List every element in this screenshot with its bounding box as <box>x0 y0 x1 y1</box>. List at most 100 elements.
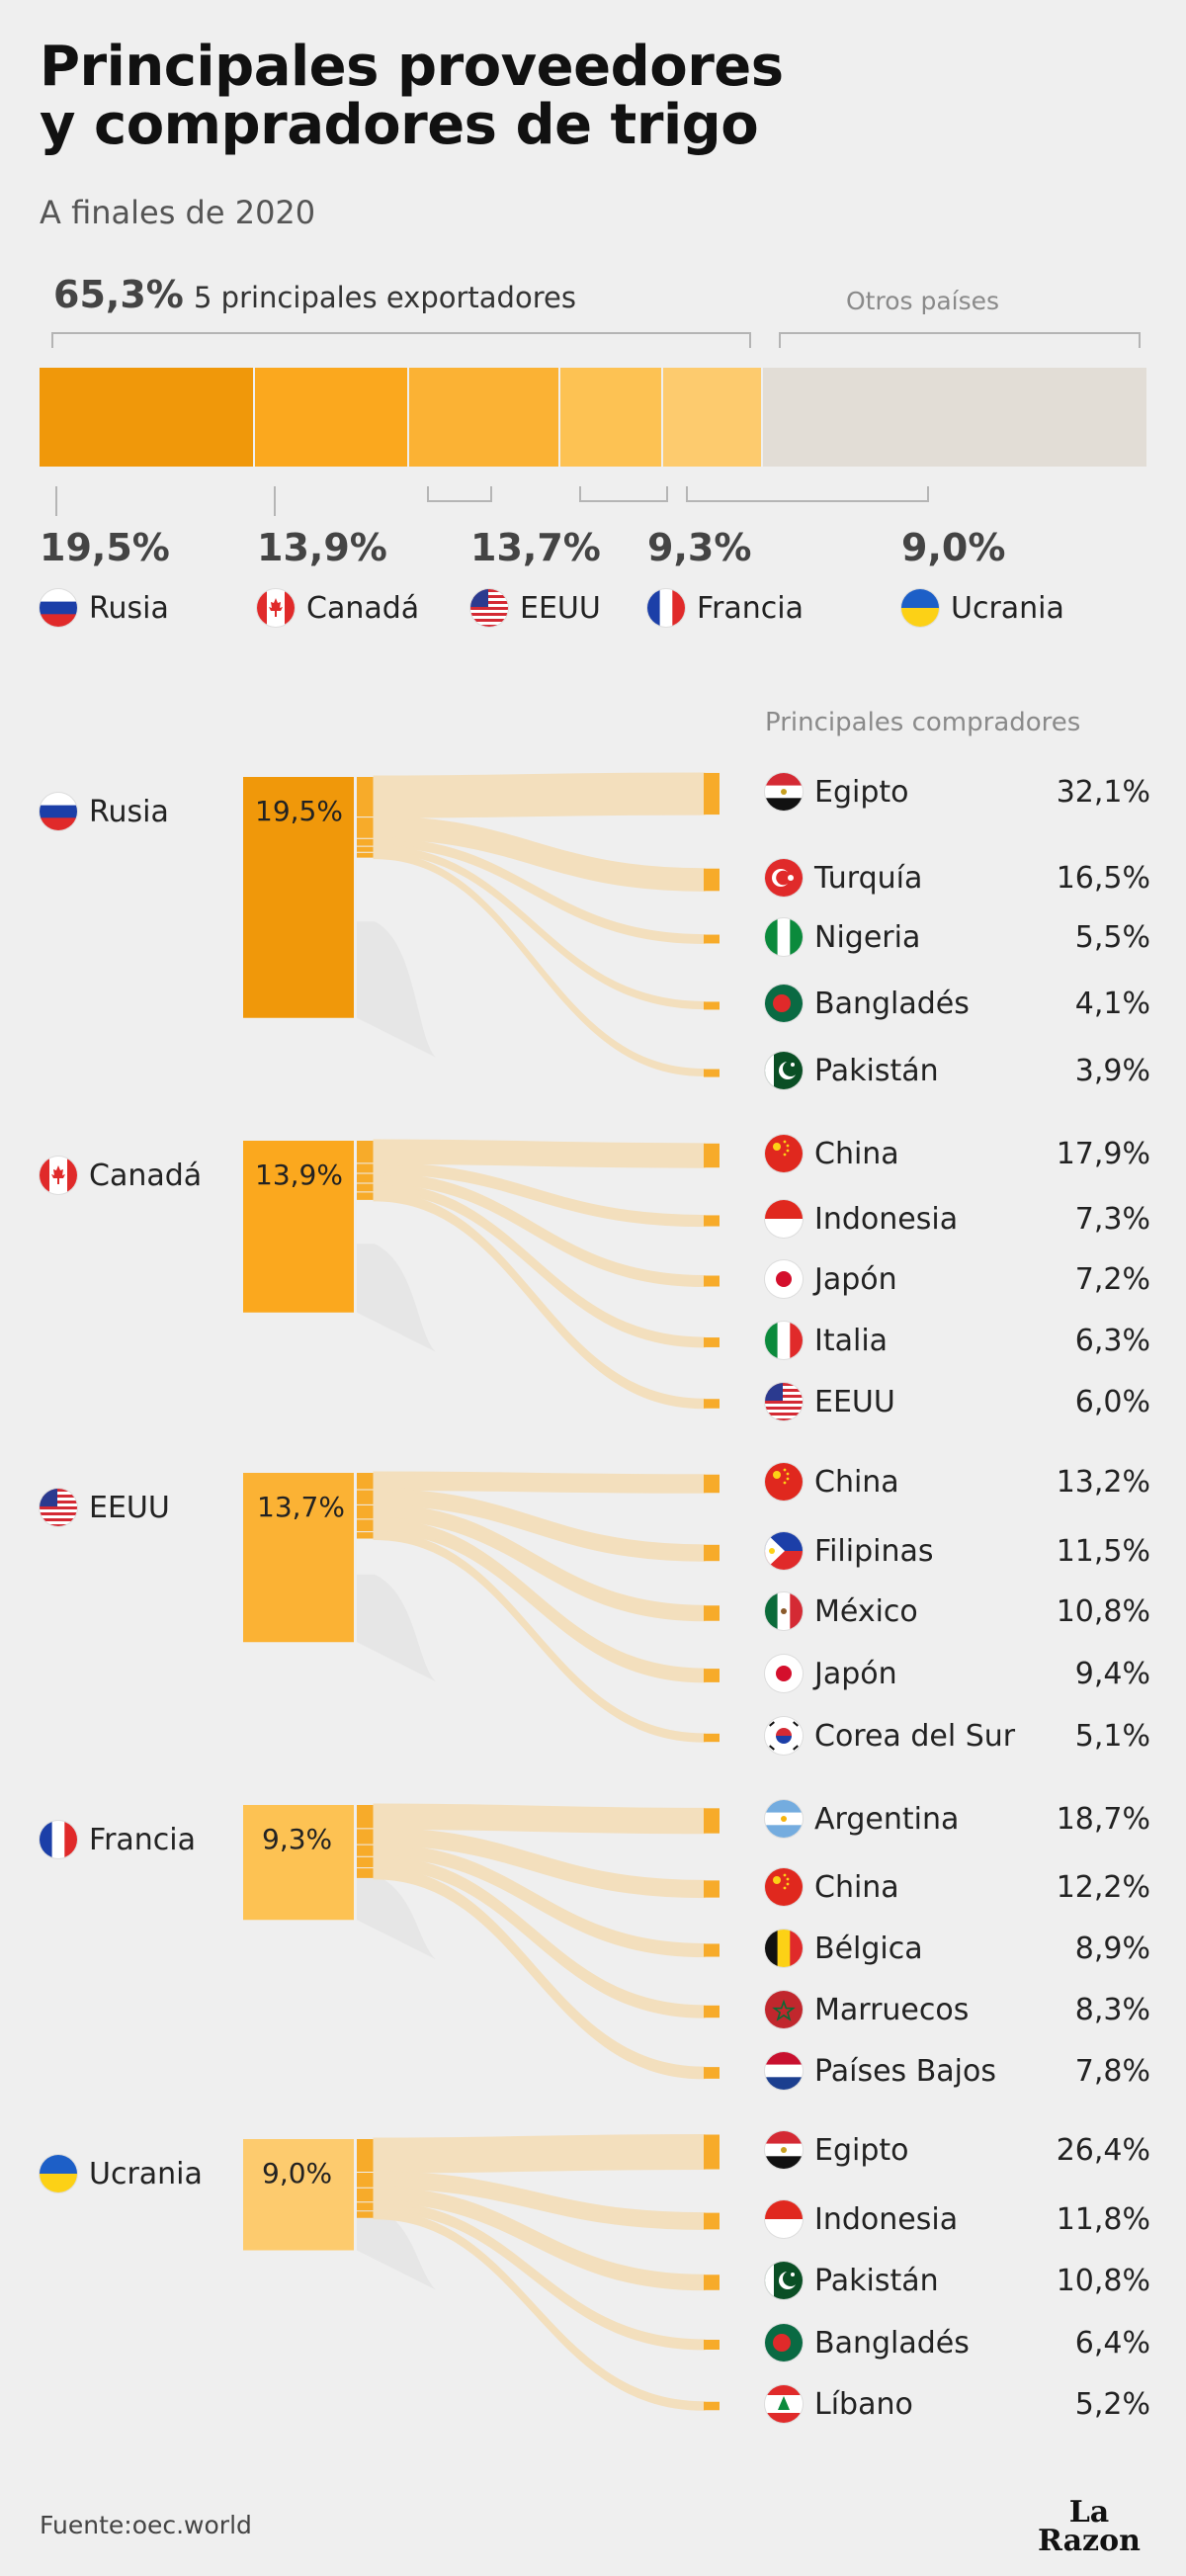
strip-segment <box>357 838 375 846</box>
chart-subtitle: A finales de 2020 <box>40 194 316 231</box>
stack-segment-others <box>762 368 1146 467</box>
buyer-name: Argentina <box>814 1801 960 1837</box>
buyer-end-marker <box>704 1669 720 1682</box>
strip-segment <box>357 1856 375 1868</box>
strip-segment <box>357 846 375 852</box>
buyer-row: EEUU 6,0% <box>765 1383 1150 1420</box>
buyer-end-marker <box>704 934 720 944</box>
buyer-value: 17,9% <box>1056 1136 1150 1171</box>
buyer-name: México <box>814 1593 918 1629</box>
exporter-share-canada: 13,9% <box>257 526 387 569</box>
strip-segment <box>357 1490 375 1504</box>
exporter-name: EEUU <box>520 590 601 626</box>
morocco-flag-icon <box>765 1991 803 2028</box>
strip-segment <box>357 2188 375 2202</box>
buyer-row: Líbano 5,2% <box>765 2385 1150 2423</box>
buyer-row: Egipto 26,4% <box>765 2131 1150 2169</box>
flow-band <box>373 2133 706 2174</box>
usa-flag-icon <box>765 1383 803 1420</box>
buyer-name: Países Bajos <box>814 2053 996 2089</box>
egypt-flag-icon <box>765 773 803 811</box>
buyer-name: Egipto <box>814 774 909 810</box>
buyer-value: 5,5% <box>1074 919 1150 955</box>
section-exporter-name: Rusia <box>89 794 169 829</box>
exporter-legend-eeuu: EEUU <box>470 589 601 627</box>
buyer-name: Bangladés <box>814 2325 970 2361</box>
flow-band <box>373 772 706 818</box>
buyer-row: Nigeria 5,5% <box>765 918 1150 956</box>
buyer-value: 12,2% <box>1056 1869 1150 1905</box>
brand-logo: La Razon <box>1038 2498 1141 2555</box>
leader-eeuu <box>427 486 492 502</box>
buyer-name: Bélgica <box>814 1931 923 1966</box>
strip-segment <box>357 2139 375 2172</box>
flow-band <box>373 1139 706 1168</box>
exporter-share-rusia: 19,5% <box>40 526 170 569</box>
buyer-end-marker <box>704 1215 720 1227</box>
south-korea-flag-icon <box>765 1717 803 1755</box>
buyer-value: 16,5% <box>1056 860 1150 896</box>
china-flag-icon <box>765 1463 803 1501</box>
exporter-name: Ucrania <box>951 590 1064 626</box>
exporter-share-eeuu: 13,7% <box>470 526 601 569</box>
ukraine-flag-icon <box>901 589 939 627</box>
top-five-bracket <box>51 332 751 348</box>
section-exporter-eeuu: EEUU <box>40 1489 170 1526</box>
exporter-box-label: 19,5% <box>255 795 343 827</box>
buyer-value: 10,8% <box>1056 1593 1150 1629</box>
strip-segment <box>357 1868 375 1878</box>
strip-segment <box>357 1805 375 1829</box>
buyer-value: 3,9% <box>1074 1053 1150 1088</box>
strip-segment <box>357 1504 375 1519</box>
buyer-end-marker <box>704 2067 720 2079</box>
section-exporter-name: EEUU <box>89 1490 170 1525</box>
buyer-name: Bangladés <box>814 986 970 1021</box>
stack-segment-eeuu <box>408 368 558 467</box>
buyer-name: Japón <box>814 1261 897 1297</box>
exporter-share-francia: 9,3% <box>647 526 752 569</box>
buyer-end-marker <box>704 2401 720 2411</box>
buyers-header: Principales compradores <box>765 708 1081 737</box>
turkey-flag-icon <box>765 859 803 897</box>
strip-segment <box>357 2211 375 2218</box>
buyer-row: China 17,9% <box>765 1135 1150 1172</box>
buyer-name: Nigeria <box>814 919 921 955</box>
strip-segment <box>357 1163 375 1173</box>
buyer-value: 11,5% <box>1056 1533 1150 1569</box>
top-five-share-label: 5 principales exportadores <box>194 281 576 314</box>
strip-segment <box>357 1141 375 1163</box>
buyer-row: Bangladés 4,1% <box>765 985 1150 1022</box>
strip-segment <box>357 1519 375 1532</box>
section-exporter-ucrania: Ucrania <box>40 2155 203 2192</box>
exporter-name: Rusia <box>89 590 169 626</box>
japan-flag-icon <box>765 1655 803 1692</box>
strip-segment <box>357 852 375 858</box>
leader-rusia <box>55 486 57 516</box>
buyer-value: 5,1% <box>1074 1718 1150 1754</box>
buyer-row: Japón 9,4% <box>765 1655 1150 1692</box>
exporter-box-label: 9,0% <box>262 2157 333 2190</box>
stack-segment-canada <box>255 368 407 467</box>
buyer-name: Corea del Sur <box>814 1718 1016 1754</box>
section-exporter-name: Canadá <box>89 1158 203 1193</box>
flow-band <box>373 1803 706 1835</box>
buyer-value: 8,3% <box>1074 1992 1150 2027</box>
buyer-value: 18,7% <box>1056 1801 1150 1837</box>
leader-ucrania <box>686 486 929 502</box>
buyer-end-marker <box>704 1943 720 1957</box>
buyer-end-marker <box>704 1808 720 1834</box>
top-five-share-value: 65,3% <box>53 273 184 316</box>
exporter-box-rusia <box>243 777 354 1018</box>
belgium-flag-icon <box>765 1930 803 1967</box>
buyer-end-marker <box>704 1275 720 1287</box>
russia-flag-icon <box>40 589 77 627</box>
exporter-box-label: 13,7% <box>257 1491 345 1523</box>
bangladesh-flag-icon <box>765 2324 803 2361</box>
flow-shadow <box>357 1575 436 1682</box>
chart-title: Principales proveedores y compradores de… <box>40 38 784 155</box>
strip-segment <box>357 817 375 838</box>
buyer-value: 11,8% <box>1056 2201 1150 2237</box>
exporter-box-ucrania <box>243 2139 354 2251</box>
buyer-end-marker <box>704 1337 720 1347</box>
